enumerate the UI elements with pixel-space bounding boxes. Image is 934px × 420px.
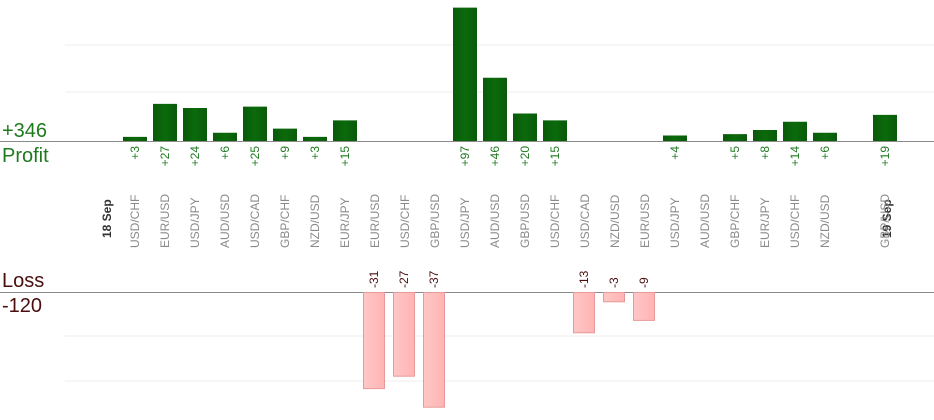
- profit-bar: [303, 136, 327, 141]
- profit-bar: [543, 120, 567, 141]
- pair-label: USD/CAD: [248, 194, 262, 248]
- pair-label: USD/CHF: [788, 195, 802, 248]
- profit-bar: [153, 103, 177, 141]
- profit-value-label: +15: [548, 146, 562, 167]
- loss-bar: [633, 292, 655, 321]
- pair-label: AUD/USD: [698, 194, 712, 248]
- pair-label: USD/CHF: [128, 195, 142, 248]
- profit-value-label: +25: [248, 146, 262, 167]
- pair-label: EUR/JPY: [758, 197, 772, 248]
- profit-total: +346: [2, 120, 48, 142]
- profit-value-label: +9: [278, 146, 292, 160]
- loss-bar: [393, 292, 415, 377]
- pair-label: GBP/CHF: [728, 195, 742, 248]
- date-label: 18 Sep: [100, 199, 114, 238]
- profit-bar: [273, 128, 297, 141]
- loss-value-label: -3: [607, 277, 621, 288]
- pair-label: EUR/USD: [368, 194, 382, 248]
- profit-value-label: +6: [218, 146, 232, 160]
- loss-bar: [573, 292, 595, 334]
- pair-label: AUD/USD: [218, 194, 232, 248]
- pair-label: EUR/USD: [158, 194, 172, 248]
- pair-label: AUD/USD: [488, 194, 502, 248]
- profit-bar: [243, 106, 267, 141]
- profit-bar: [333, 120, 357, 141]
- pair-label: NZD/USD: [308, 194, 322, 248]
- loss-label: Loss: [2, 270, 45, 292]
- profit-value-label: +97: [458, 146, 472, 167]
- profit-bar: [723, 134, 747, 141]
- profit-value-label: +15: [338, 146, 352, 167]
- profit-bar: [663, 135, 687, 141]
- profit-bar: [783, 121, 807, 141]
- loss-value-label: -31: [367, 270, 381, 288]
- profit-bar: [483, 77, 507, 141]
- pair-label: GBP/USD: [878, 194, 892, 248]
- loss-bar: [423, 292, 445, 408]
- profit-value-label: +24: [188, 146, 202, 167]
- loss-value-label: -37: [427, 270, 441, 288]
- pair-label: USD/CHF: [548, 195, 562, 248]
- loss-bar: [603, 292, 625, 303]
- pair-label: NZD/USD: [608, 194, 622, 248]
- profit-bar: [513, 113, 537, 141]
- pair-label: GBP/USD: [428, 194, 442, 248]
- loss-value-label: -13: [577, 270, 591, 288]
- profit-bar: [123, 136, 147, 141]
- profit-value-label: +8: [758, 146, 772, 160]
- loss-bar: [363, 292, 385, 390]
- profit-value-label: +19: [878, 146, 892, 167]
- pair-label: USD/JPY: [458, 197, 472, 248]
- profit-bar: [873, 114, 897, 141]
- profit-value-label: +27: [158, 146, 172, 167]
- profit-value-label: +4: [668, 146, 682, 160]
- loss-value-label: -9: [637, 277, 651, 288]
- loss-value-label: -27: [397, 270, 411, 288]
- profit-value-label: +6: [818, 146, 832, 160]
- pair-label: USD/CHF: [398, 195, 412, 248]
- pair-label: USD/CAD: [578, 194, 592, 248]
- profit-value-label: +14: [788, 146, 802, 167]
- profit-bar: [213, 132, 237, 141]
- profit-bar: [453, 7, 477, 141]
- profit-value-label: +3: [128, 146, 142, 160]
- loss-total: -120: [2, 295, 43, 317]
- profit-value-label: +3: [308, 146, 322, 160]
- date-label: 19 Sep: [880, 199, 894, 238]
- profit-bar: [183, 108, 207, 141]
- profit-value-label: +5: [728, 146, 742, 160]
- profit-value-label: +46: [488, 146, 502, 167]
- pair-label: NZD/USD: [818, 194, 832, 248]
- pair-label: GBP/USD: [518, 194, 532, 248]
- profit-value-label: +20: [518, 146, 532, 167]
- profit-bar: [753, 130, 777, 141]
- profit-bar: [813, 132, 837, 141]
- pair-label: USD/JPY: [668, 197, 682, 248]
- pair-label: GBP/CHF: [278, 195, 292, 248]
- pair-label: EUR/USD: [638, 194, 652, 248]
- pair-label: USD/JPY: [188, 197, 202, 248]
- pair-label: EUR/JPY: [338, 197, 352, 248]
- profit-label: Profit: [2, 145, 49, 167]
